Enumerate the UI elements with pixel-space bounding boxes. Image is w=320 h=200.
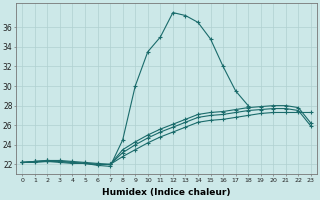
X-axis label: Humidex (Indice chaleur): Humidex (Indice chaleur)	[102, 188, 231, 197]
